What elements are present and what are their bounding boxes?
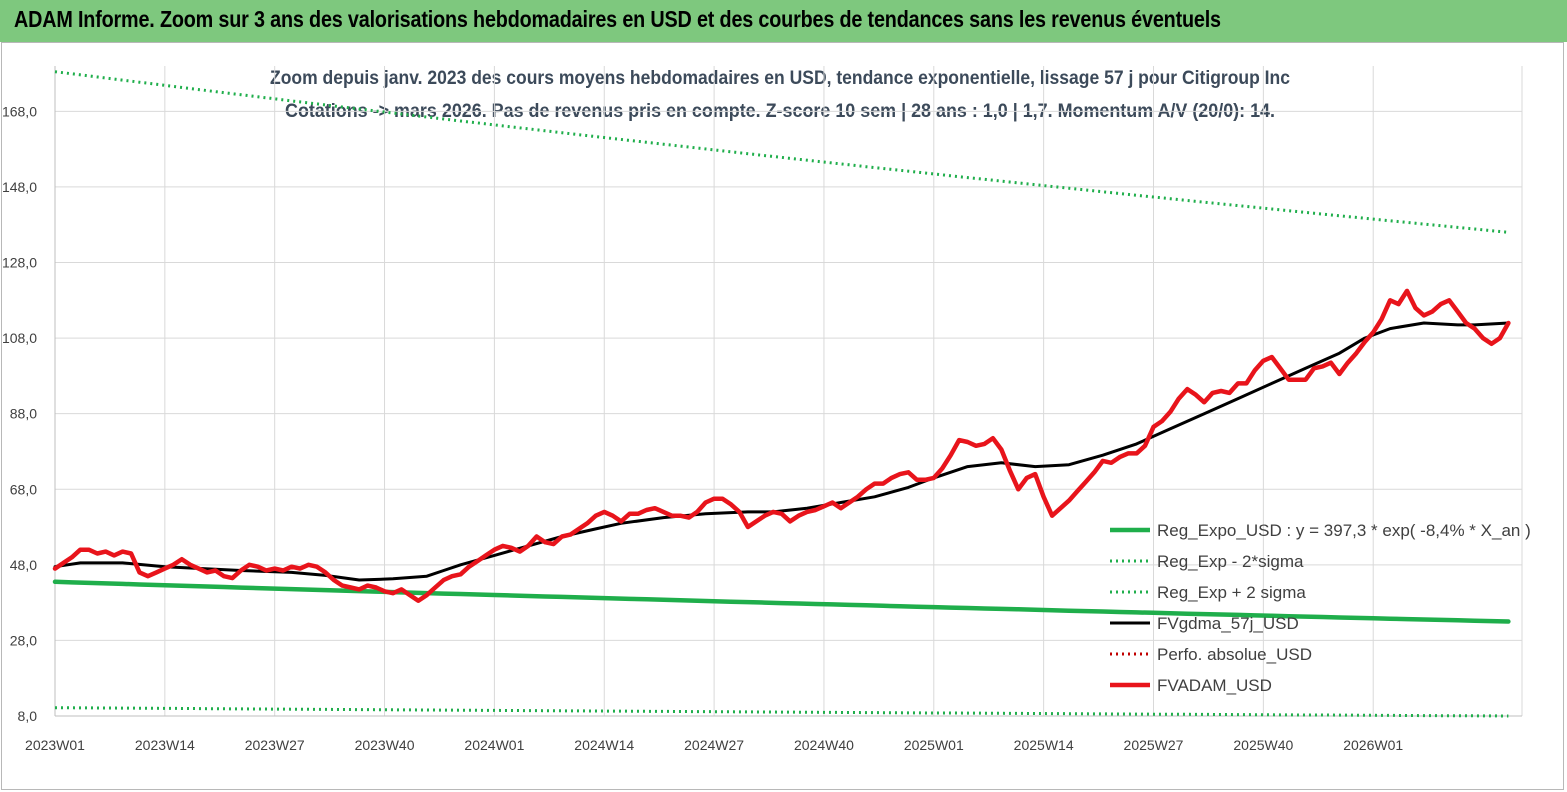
legend-label: Reg_Exp - 2*sigma [1157,552,1304,571]
x-tick-label: 2024W27 [684,737,744,753]
series-line [53,321,1510,582]
legend-label: Reg_Expo_USD : y = 397,3 * exp( -8,4% * … [1157,521,1531,540]
y-axis: 8,0 28,0 48,0 68,0 88,0 108,0 128,0 148,0 168,0 [2,66,56,724]
y-tick-label: 8,0 [18,708,38,724]
x-tick-label: 2023W40 [355,737,415,753]
gridlines [54,66,1523,717]
x-tick-label: 2025W14 [1014,737,1074,753]
report-header-banner: ADAM Informe. Zoom sur 3 ans des valoris… [0,0,1567,42]
y-tick-label: 28,0 [10,632,37,648]
x-tick-label: 2023W27 [245,737,305,753]
legend: Reg_Expo_USD : y = 397,3 * exp( -8,4% * … [1110,521,1531,695]
legend-label: FVgdma_57j_USD [1157,614,1299,633]
series-layer [52,70,1511,718]
chart-frame [1,42,1564,790]
series-line [52,579,1511,624]
x-tick-label: 2025W01 [904,737,964,753]
legend-label: FVADAM_USD [1157,676,1272,695]
series-line [54,70,1509,234]
y-tick-label: 128,0 [2,255,37,271]
y-tick-label: 88,0 [10,406,37,422]
x-tick-label: 2023W14 [135,737,195,753]
chart-title-line1: Zoom depuis janv. 2023 des cours moyens … [270,68,1290,89]
x-tick-label: 2024W14 [574,737,634,753]
x-tick-label: 2025W40 [1233,737,1293,753]
legend-label: Perfo. absolue_USD [1157,645,1312,664]
y-tick-label: 108,0 [2,330,37,346]
legend-label: Reg_Exp + 2 sigma [1157,583,1306,602]
y-tick-label: 148,0 [2,179,37,195]
y-tick-label: 168,0 [2,103,37,119]
y-tick-label: 68,0 [10,481,37,497]
x-axis: 2023W01 2023W14 2023W27 2023W40 2024W01 2024W… [25,715,1522,753]
report-title: ADAM Informe. Zoom sur 3 ans des valoris… [14,6,1221,32]
x-tick-label: 2025W27 [1124,737,1184,753]
x-tick-label: 2023W01 [25,737,85,753]
y-tick-label: 48,0 [10,557,37,573]
x-tick-label: 2024W40 [794,737,854,753]
x-tick-label: 2026W01 [1343,737,1403,753]
x-tick-label: 2024W01 [464,737,524,753]
series-line [52,288,1511,603]
series-line [54,706,1509,718]
